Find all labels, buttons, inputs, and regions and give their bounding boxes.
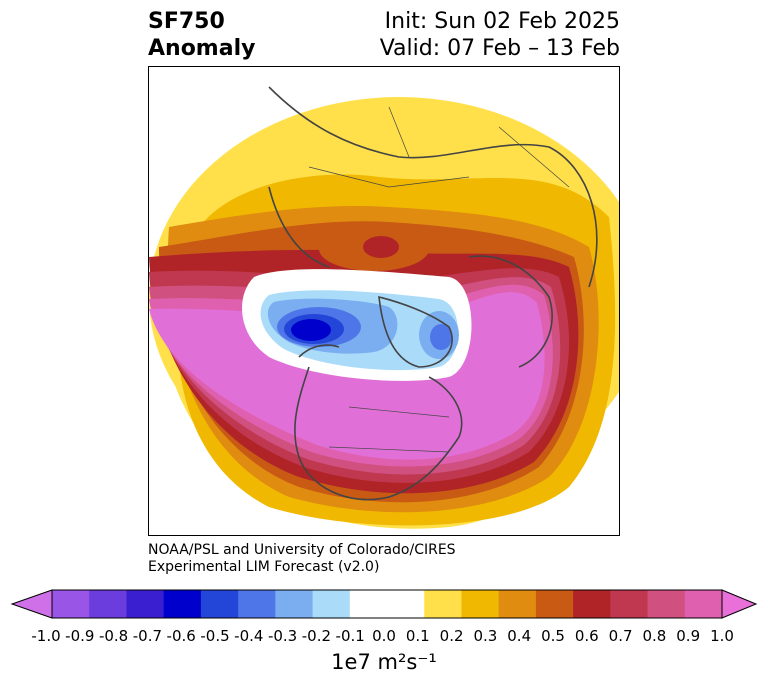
- colorbar-swatch: [684, 590, 723, 618]
- colorbar-tick-label: -0.4: [234, 627, 264, 645]
- colorbar-tick-label: -0.1: [335, 627, 365, 645]
- anomaly-map: [148, 66, 620, 536]
- coast-eurasia: [268, 86, 598, 288]
- colorbar-tick-label: 0.1: [405, 627, 430, 645]
- field-title: Anomaly: [148, 36, 256, 61]
- colorbar-tick-label: -0.5: [200, 627, 230, 645]
- colorbar-tick-label: 0.9: [676, 627, 701, 645]
- colorbar-swatch: [535, 590, 574, 618]
- colorbar-tick-label: 0.3: [473, 627, 498, 645]
- coast-alaska: [298, 344, 340, 358]
- valid-range: Valid: 07 Feb – 13 Feb: [379, 36, 620, 61]
- border-4: [498, 126, 570, 188]
- colorbar-tick-label: -0.8: [98, 627, 129, 645]
- border-5: [388, 106, 410, 158]
- contour-neg-0.4-east: [430, 324, 452, 350]
- variable-title: SF750: [148, 9, 225, 34]
- border-1: [348, 406, 450, 418]
- colorbar-extend-low: [10, 589, 53, 619]
- colorbar-swatch: [200, 590, 239, 618]
- coast-asia-east: [268, 186, 330, 268]
- colorbar-tick-label: 0.5: [541, 627, 565, 645]
- contour-neg-0.6: [291, 319, 331, 341]
- colorbar-swatch: [349, 590, 388, 618]
- colorbar-swatch: [126, 590, 165, 618]
- colorbar: [10, 589, 758, 619]
- coast-greenland: [378, 295, 453, 368]
- colorbar-tick-label: 0.4: [507, 627, 532, 645]
- colorbar-frame: [51, 589, 723, 619]
- colorbar-extend-high: [721, 589, 758, 619]
- colorbar-tick-label: -0.2: [301, 627, 332, 645]
- colorbar-tick-label: 0.2: [439, 627, 464, 645]
- colorbar-swatch: [461, 590, 500, 618]
- colorbar-swatch: [424, 590, 462, 618]
- colorbar-tick-label: 0.6: [574, 627, 599, 645]
- colorbar-tick-label: -0.3: [267, 627, 298, 645]
- colorbar-swatch: [275, 590, 314, 618]
- colorbar-swatch: [573, 590, 611, 618]
- init-date: Init: Sun 02 Feb 2025: [384, 9, 620, 34]
- colorbar-label: 1e7 m²s⁻¹: [331, 648, 437, 676]
- colorbar-tick-label: 0.0: [372, 627, 396, 645]
- credit-line-1: NOAA/PSL and University of Colorado/CIRE…: [148, 542, 456, 558]
- coast-europe: [468, 255, 553, 368]
- colorbar-swatch: [647, 590, 686, 618]
- colorbar-tick-label: 1.0: [710, 627, 734, 645]
- credit-line-2: Experimental LIM Forecast (v2.0): [148, 559, 380, 575]
- map-canvas: [149, 86, 619, 529]
- colorbar-tick-label: -1.0: [31, 627, 61, 645]
- ridge-core-north-inner: [363, 236, 399, 258]
- colorbar-tick-label: -0.9: [65, 627, 95, 645]
- colorbar-tick-label: 0.8: [642, 627, 667, 645]
- colorbar-swatch: [89, 590, 127, 618]
- coastlines: [268, 86, 598, 501]
- colorbar-swatch: [387, 590, 425, 618]
- colorbar-unit: 1e7 m²s⁻¹: [331, 650, 437, 674]
- border-3: [308, 166, 470, 188]
- border-2: [328, 446, 450, 453]
- colorbar-tick-label: -0.6: [166, 627, 196, 645]
- colorbar-swatch: [610, 590, 649, 618]
- colorbar-tick-label: 0.7: [608, 627, 633, 645]
- borders: [308, 106, 570, 453]
- colorbar-swatch: [312, 590, 351, 618]
- colorbar-swatch: [52, 590, 90, 618]
- colorbar-swatch: [163, 590, 202, 618]
- anomaly-field: [149, 97, 619, 529]
- colorbar-swatch: [238, 590, 276, 618]
- coast-north-america: [294, 366, 463, 501]
- colorbar-swatch: [498, 590, 537, 618]
- colorbar-tick-label: -0.7: [132, 627, 163, 645]
